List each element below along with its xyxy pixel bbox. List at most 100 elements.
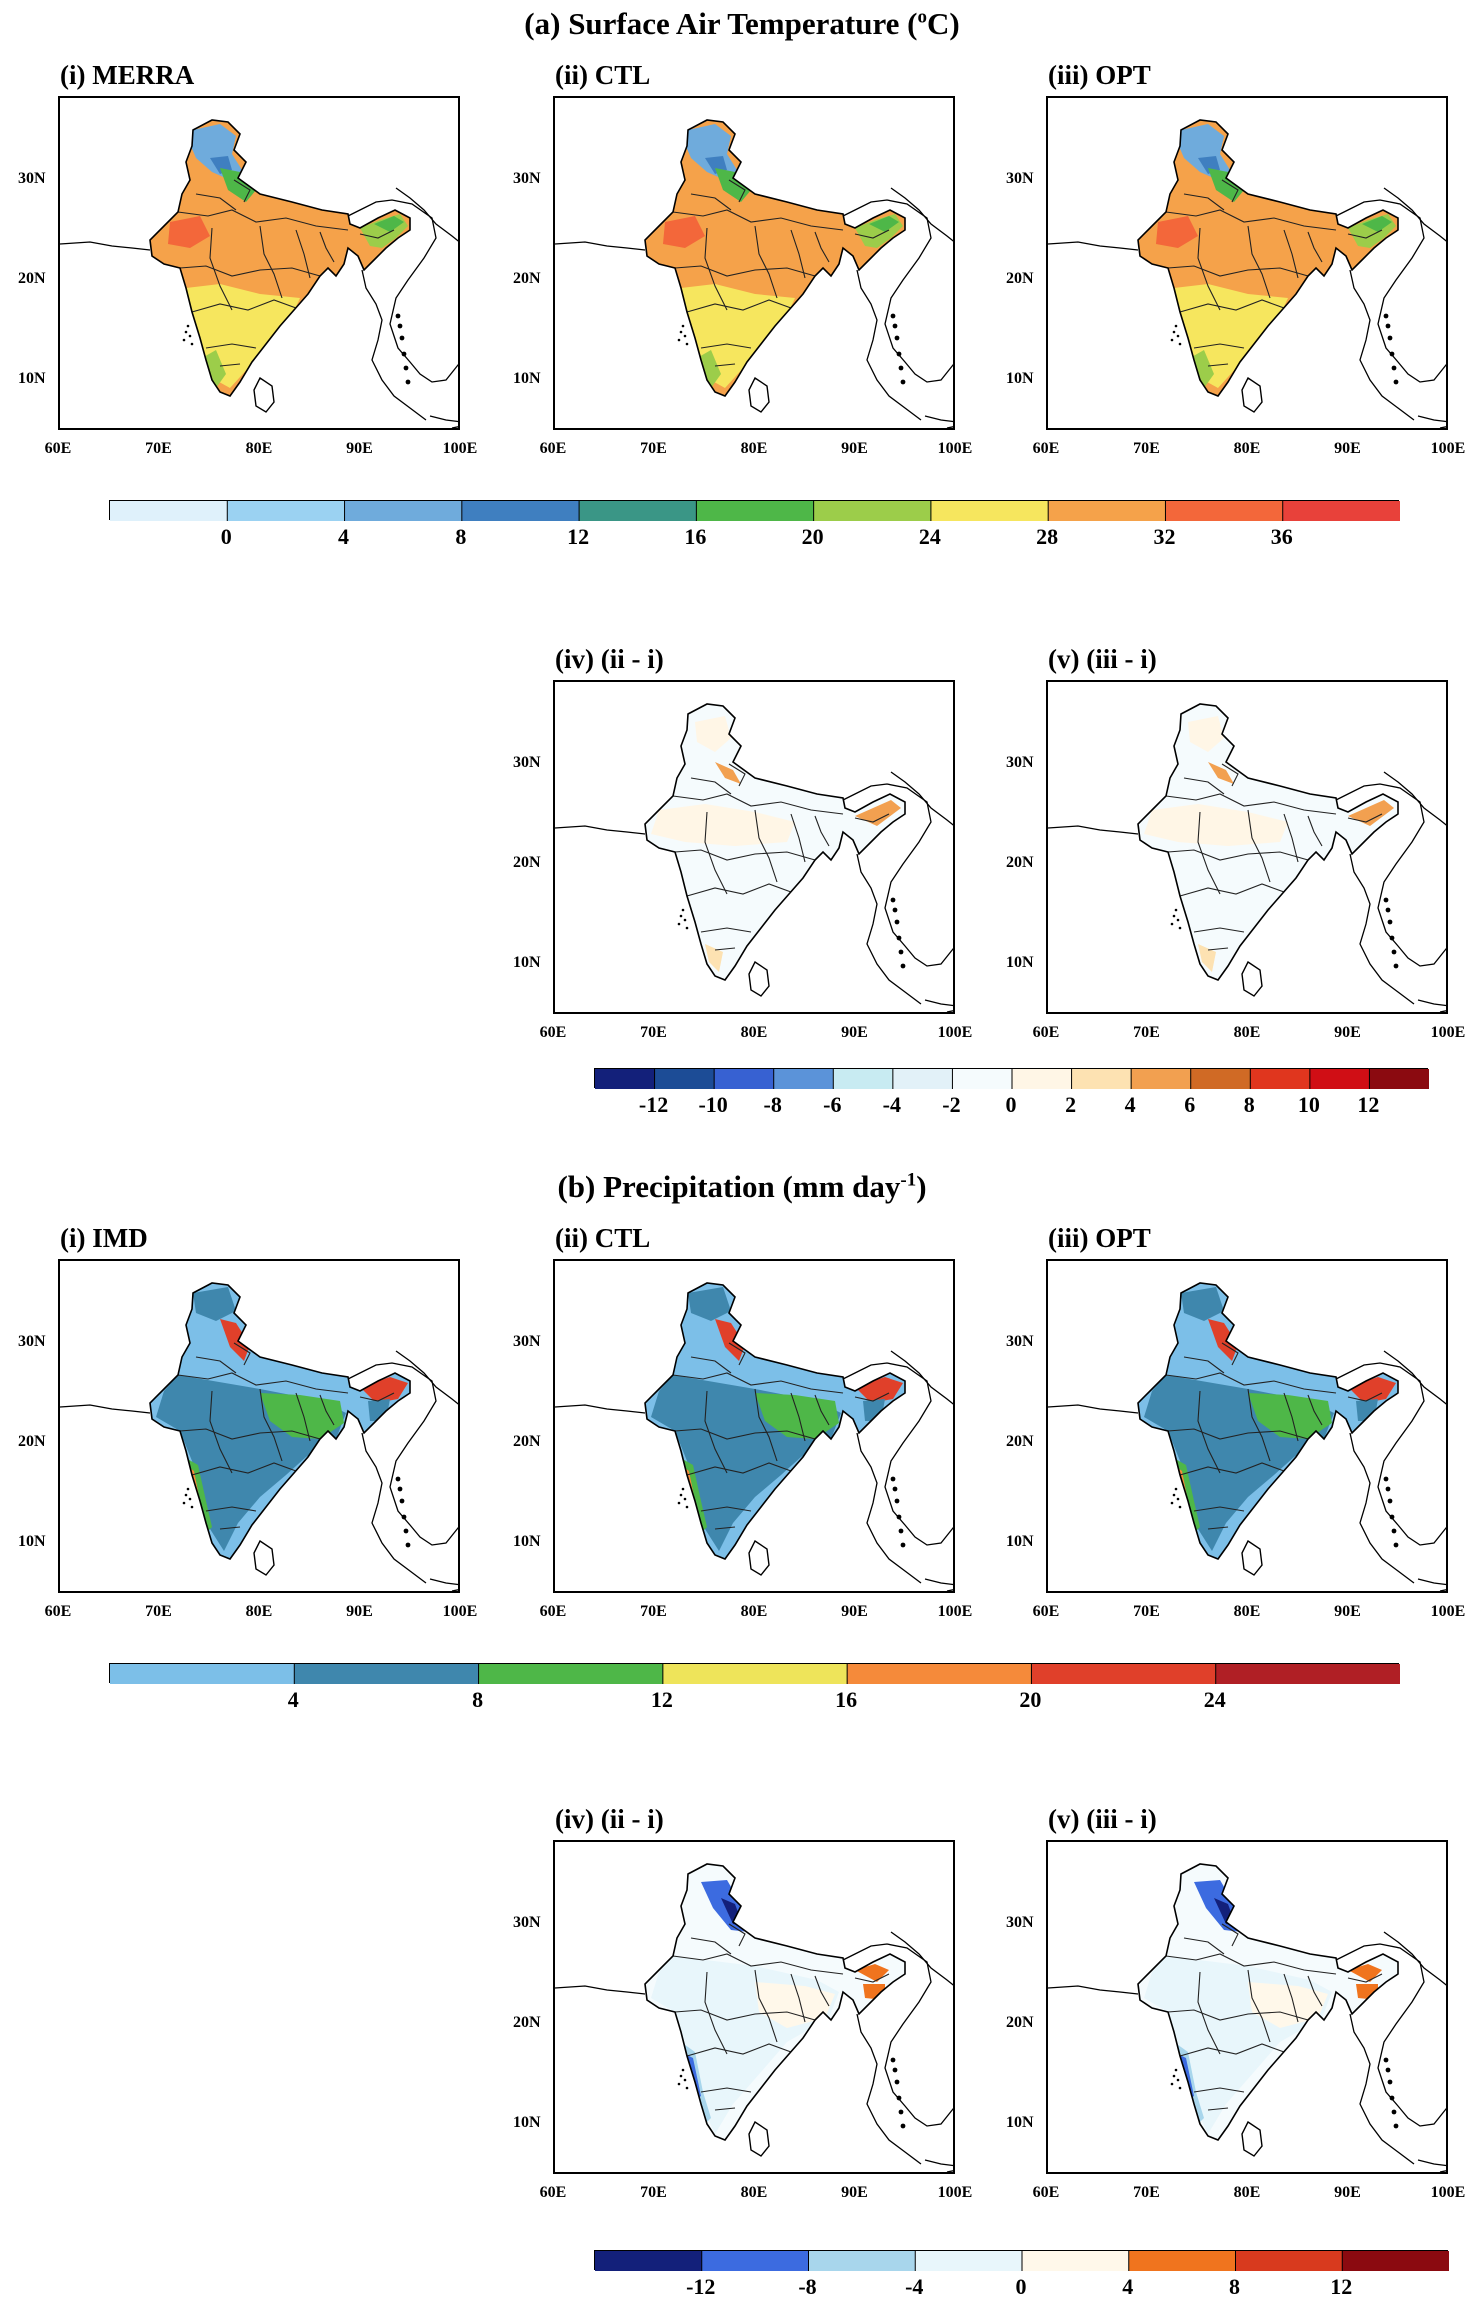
shaded-region [855,800,901,826]
state-boundary [728,1342,746,1366]
island-dot [683,334,687,338]
state-boundary [1283,229,1299,279]
colorbar-swatch [110,501,228,521]
state-boundary [704,1390,728,1474]
y-tick-label: 20N [18,270,46,287]
island-dot [1383,1476,1389,1482]
state-boundary [790,1392,806,1442]
y-tick-label: 20N [513,1433,541,1450]
map-graphic [1048,1863,1446,2172]
colorbar-swatch [1022,2251,1130,2271]
state-boundary [1167,2009,1309,2021]
coastline [856,853,922,1005]
state-boundary [1179,883,1285,897]
shaded-region [193,1287,236,1321]
colorbar-label: 2 [1065,1092,1077,1117]
island-dot [890,313,896,319]
state-boundary [854,229,890,239]
y-tick-label: 20N [1006,854,1034,871]
shaded-region [1174,872,1278,968]
map-graphic [60,1282,458,1591]
island-dot [892,1486,898,1492]
state-boundary [205,1506,257,1512]
shaded-region [1208,762,1234,784]
island-dot [1172,2074,1176,2078]
state-boundary [1221,763,1239,787]
x-tick-label: 80E [740,1603,768,1620]
x-tick-label: 70E [1133,440,1160,457]
island-dot [184,330,188,334]
state-boundary [1283,1392,1299,1442]
colorbar-swatch [1282,501,1400,521]
x-tick-label: 90E [841,440,868,457]
shaded-region [755,1982,835,2028]
state-boundary [1207,947,1229,951]
island-dot [1385,907,1391,913]
coastline [1335,199,1446,383]
state-boundary [219,1526,241,1530]
island-dot [677,338,681,342]
state-boundary [195,193,237,211]
coastline [1439,426,1446,428]
island-dot [900,379,906,385]
x-tick-label: 60E [539,440,567,457]
shaded-region [705,944,723,972]
state-boundary [1193,1506,1245,1512]
island-dot [1176,2078,1180,2082]
colorbar-label: 20 [1019,1687,1042,1712]
island-dot [1383,897,1389,903]
panel-label: (ii) CTL [555,60,651,90]
island-dot [1383,2057,1389,2063]
coastline [429,1578,458,1586]
coastline [361,269,427,421]
coastline [1439,1589,1446,1591]
y-tick-label: 20N [1006,2014,1034,2031]
coastline [555,1404,646,1414]
state-boundary [1347,229,1383,239]
colorbar-swatch [1071,1069,1132,1089]
x-tick-label: 90E [841,1603,868,1620]
coastline [924,999,953,1007]
colorbar-swatch [110,1664,295,1684]
state-boundary [209,1390,233,1474]
country-outline [149,1282,411,1560]
coastline [856,1432,922,1584]
island-dot [182,1501,186,1505]
colorbar-swatch [696,501,815,521]
island-dot [679,2074,683,2078]
coastline [1383,1931,1446,1986]
colorbar-label: -12 [638,1092,669,1117]
colorbar-temp-diff [594,1068,1429,1089]
colorbar-label: 4 [338,524,350,549]
x-tick-label: 60E [44,440,72,457]
state-boundary [686,1462,792,1476]
y-tick-label: 30N [1006,754,1034,771]
state-boundary [714,947,736,951]
panel-label: (i) MERRA [60,60,195,90]
state-boundary [1165,209,1337,231]
island-dot [892,2067,898,2073]
state-boundary [1347,1973,1383,1983]
state-boundary [359,1392,395,1402]
colorbar-swatch [344,501,463,521]
island-dot [1170,2082,1174,2086]
colorbar-label: 12 [1330,2274,1353,2299]
island-dot [188,1497,192,1501]
precipitation-title: (b) Precipitation (mm day-1) [557,1169,927,1204]
state-boundary [1167,265,1309,277]
island-dot [1391,2109,1397,2115]
x-tick-label: 100E [937,1603,973,1620]
x-tick-label: 80E [1233,2184,1261,2201]
coastline [347,1362,458,1546]
colorbar-swatch [1369,1069,1429,1089]
panel-label: (i) IMD [60,1223,148,1253]
colorbar-label: 36 [1270,524,1293,549]
coastline [1417,415,1446,423]
island-dot [1389,1514,1395,1520]
coastline [842,199,953,383]
coastline [1048,241,1139,251]
coastline [1335,1362,1446,1546]
state-boundary [1167,849,1309,861]
state-boundary [1221,179,1239,203]
coastline [1335,1943,1446,2127]
